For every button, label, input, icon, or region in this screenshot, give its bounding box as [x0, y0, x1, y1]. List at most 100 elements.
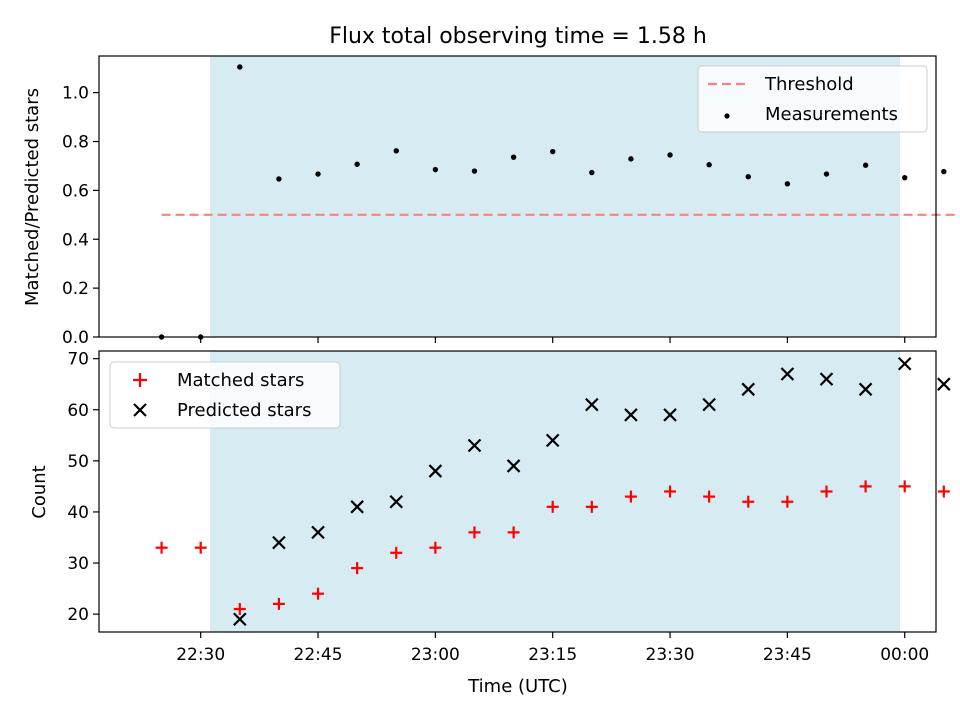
measurement-point — [550, 148, 556, 155]
bottom-x-tick-label: 23:15 — [528, 645, 577, 665]
top-y-ticks: 0.0 0.2 0.4 0.6 0.8 1.0 — [62, 84, 99, 348]
predicted-star-point — [780, 367, 795, 381]
measurement-point — [745, 174, 751, 180]
predicted-star-point — [741, 382, 756, 397]
predicted-star-point — [545, 433, 560, 448]
measurement-point — [706, 162, 712, 168]
matched-star-point — [312, 587, 325, 600]
top-y-axis-label: Matched/Predicted stars — [22, 88, 43, 306]
top-y-tick-label: 1.0 — [62, 84, 89, 104]
measurement-point — [471, 168, 478, 174]
matched-star-point — [781, 495, 794, 508]
bottom-x-tick-label: 22:45 — [294, 645, 343, 665]
matched-star-point — [351, 562, 364, 575]
bottom-y-tick-label: 60 — [67, 401, 89, 421]
legend-matched-swatch — [133, 373, 147, 387]
matched-star-point — [233, 603, 246, 616]
predicted-star-point — [467, 438, 482, 453]
chart-title: Flux total observing time = 1.58 h — [329, 24, 707, 49]
measurement-point — [628, 156, 634, 162]
legend-threshold-label: Threshold — [764, 74, 854, 95]
predicted-star-point — [858, 382, 873, 397]
bottom-y-tick-label: 20 — [67, 605, 89, 625]
matched-star-point — [155, 541, 168, 554]
matched-star-point — [937, 485, 950, 498]
measurement-point — [315, 171, 321, 177]
predicted-star-point — [350, 500, 364, 514]
predicted-star-point — [897, 356, 912, 371]
predicted-star-point — [506, 459, 521, 473]
matched-star-point — [194, 541, 207, 554]
matched-star-point — [703, 490, 716, 503]
bottom-x-tick-label: 00:00 — [880, 645, 929, 665]
predicted-star-point — [311, 525, 325, 540]
bottom-panel: 20 30 40 50 60 70 22:30 22:45 23:00 23:15 23:30 23… — [29, 350, 951, 697]
matched-star-point — [429, 541, 442, 554]
predicted-star-point — [272, 535, 286, 550]
legend-predicted-label: Predicted stars — [177, 400, 311, 421]
bottom-x-tick-label: 23:00 — [411, 645, 460, 665]
bottom-axes-frame — [98, 350, 937, 633]
bottom-legend-box — [109, 361, 341, 429]
matched-star-point — [898, 480, 911, 493]
measurement-point — [237, 64, 243, 70]
matched-star-point — [468, 526, 481, 539]
measurement-point — [589, 169, 595, 176]
matched-star-point — [664, 485, 677, 498]
bottom-y-tick-label: 50 — [67, 452, 89, 472]
legend-matched-label: Matched stars — [177, 370, 304, 391]
top-y-tick-label: 0.6 — [62, 181, 89, 201]
top-x-ticks — [200, 337, 906, 343]
measurement-point — [354, 161, 360, 167]
bottom-y-tick-label: 40 — [67, 503, 89, 523]
predicted-star-point — [937, 377, 951, 391]
top-legend: Threshold Measurements — [697, 65, 928, 133]
top-y-tick-label: 0.2 — [62, 279, 89, 299]
measurement-point — [902, 174, 908, 181]
measurement-points — [158, 64, 947, 340]
top-axes-frame — [98, 55, 937, 338]
predicted-star-point — [702, 397, 716, 412]
matched-star-point — [272, 597, 285, 610]
measurement-point — [510, 154, 517, 160]
measurement-point — [667, 152, 673, 158]
measurement-point — [823, 171, 830, 177]
predicted-star-point — [428, 464, 443, 478]
top-y-tick-label: 0.0 — [62, 328, 89, 348]
bottom-y-ticks: 20 30 40 50 60 70 — [67, 350, 99, 625]
top-y-tick-label: 0.4 — [62, 230, 89, 250]
matched-star-point — [546, 500, 559, 513]
bottom-y-axis-label: Count — [29, 465, 50, 518]
measurement-point — [432, 166, 439, 173]
matched-star-point — [507, 526, 520, 539]
predicted-star-point — [585, 397, 599, 412]
top-legend-box — [697, 65, 928, 133]
top-y-tick-label: 0.8 — [62, 133, 89, 153]
x-axis-label: Time (UTC) — [467, 676, 568, 697]
bottom-legend: Matched stars Predicted stars — [109, 361, 341, 429]
measurement-point — [393, 148, 399, 154]
legend-predicted-swatch — [133, 403, 147, 417]
bottom-x-tick-label: 23:30 — [646, 645, 695, 665]
matched-star-point — [585, 500, 598, 513]
bottom-y-tick-label: 30 — [67, 554, 89, 574]
predicted-star-point — [624, 408, 638, 422]
measurement-point — [276, 176, 282, 182]
predicted-star-point — [389, 494, 404, 509]
count-points — [155, 356, 951, 627]
bottom-x-tick-label: 22:30 — [176, 645, 225, 665]
matched-star-point — [390, 546, 403, 559]
bottom-x-ticks: 22:30 22:45 23:00 23:15 23:30 23:45 00:00 — [176, 632, 929, 665]
predicted-star-point — [233, 612, 247, 627]
bottom-x-tick-label: 23:45 — [763, 645, 812, 665]
predicted-star-point — [663, 408, 677, 422]
matched-star-point — [742, 495, 755, 508]
top-panel: 0.0 0.2 0.4 0.6 0.8 1.0 Matched/Predicted sta… — [22, 55, 960, 348]
legend-measurements-swatch — [724, 113, 730, 119]
predicted-star-point — [819, 372, 834, 386]
measurement-point — [784, 181, 791, 187]
matched-star-point — [859, 480, 872, 493]
measurement-point — [941, 168, 947, 175]
legend-measurements-label: Measurements — [765, 104, 898, 125]
